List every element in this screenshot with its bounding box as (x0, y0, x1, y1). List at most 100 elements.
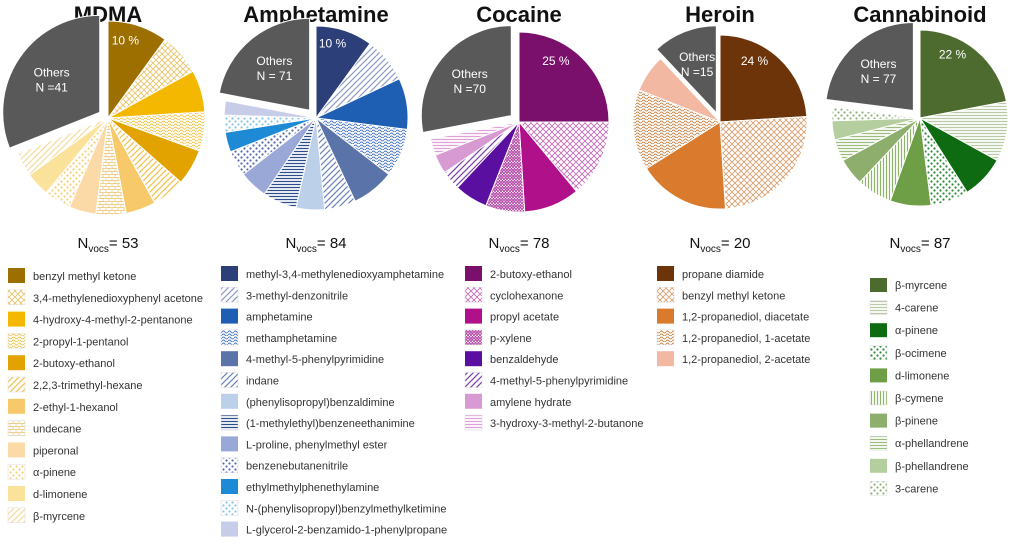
slice-percent-label: 24 % (741, 54, 769, 68)
legend-label: 3-hydroxy-3-methyl-2-butanone (490, 418, 643, 430)
legend-label: β-phellandrene (895, 461, 969, 473)
legend-swatch (8, 268, 25, 283)
legend-swatch (465, 308, 482, 324)
legend-swatch (7, 463, 26, 480)
legend-item: L-glycerol-2-benzamido-1-phenylpropane (221, 521, 447, 537)
legend-swatch (870, 458, 887, 473)
legend-label: α-pinene (895, 325, 938, 337)
legend-swatch (656, 287, 675, 303)
legend-swatch (464, 372, 483, 388)
legend-swatch (870, 413, 887, 428)
pie-slice-3-hydroxy-3-methyl-2-butanone (430, 121, 520, 156)
legend-swatch (7, 289, 26, 306)
n-vocs-label: Nvocs= 84 (285, 235, 346, 255)
pie-slice-others (2, 14, 101, 149)
others-label: Others (256, 54, 292, 68)
legend-swatch (221, 308, 238, 324)
legend-item: 2-butoxy-ethanol (465, 266, 572, 281)
legend-swatch (657, 266, 674, 281)
legend-item: cyclohexanone (464, 287, 563, 303)
legend-item: piperonal (8, 442, 78, 458)
pie-slice-2-butoxy-ethanol (518, 31, 610, 123)
legend-label: L-proline, phenylmethyl ester (246, 439, 388, 451)
legend-item: (phenylisopropyl)benzaldimine (221, 393, 395, 409)
n-vocs-label: Nvocs= 53 (77, 235, 138, 255)
legend-swatch (464, 287, 483, 303)
legend-swatch (869, 435, 888, 451)
legend-item: benzaldehyde (465, 351, 559, 367)
pie-slice-propane-diamide (719, 34, 808, 123)
legend-swatch (221, 521, 238, 537)
others-label: Others (452, 67, 488, 81)
legend-item: 3-hydroxy-3-methyl-2-butanone (464, 414, 643, 431)
legend-label: 2-propyl-1-pentanol (33, 336, 128, 348)
legend-item: methyl-3,4-methylenedioxyamphetamine (221, 266, 444, 281)
legend-swatch (869, 300, 888, 315)
legend-label: 4-carene (895, 303, 938, 315)
legend-label: 4-methyl-5-phenylpyrimidine (246, 354, 384, 366)
others-label: Others (860, 57, 896, 71)
chart-title: Cannabinoid (853, 2, 986, 27)
legend-item: methamphetamine (220, 329, 337, 346)
legend-item: α-pinene (870, 323, 938, 338)
chart-title: Heroin (685, 2, 755, 27)
legend-swatch (7, 420, 26, 436)
legend-item: 4-methyl-5-phenylpyrimidine (464, 372, 628, 388)
slice-percent-label: 10 % (319, 36, 347, 50)
chart-title: Amphetamine (243, 2, 388, 27)
legend-item: β-ocimene (869, 345, 947, 361)
pie-slice-myrcene (17, 117, 109, 176)
legend-item: benzyl methyl ketone (656, 287, 785, 303)
legend-item: amylene hydrate (465, 393, 571, 409)
legend-label: β-pinene (895, 416, 938, 428)
legend-label: propyl acetate (490, 312, 559, 324)
legend-swatch (8, 442, 25, 458)
legend-label: 1,2-propanediol, 2-acetate (682, 354, 810, 366)
legend-label: 2,2,3-trimethyl-hexane (33, 380, 142, 392)
others-label: Others (34, 66, 70, 80)
legend-label: 4-hydroxy-4-methyl-2-pentanone (33, 315, 193, 327)
legend-swatch (8, 355, 25, 371)
legend-item: β-myrcene (870, 278, 947, 292)
legend-label: β-cymene (895, 393, 944, 405)
n-vocs-label: Nvocs= 87 (889, 235, 950, 255)
legend-label: indane (246, 376, 279, 388)
legend-label: cyclohexanone (490, 290, 563, 302)
pie-slice-others (218, 17, 311, 111)
legend-label: β-ocimene (895, 348, 947, 360)
pie-slice-l-glycerol-2-benzamido-1-phenylpropane (223, 100, 317, 119)
legend-label: ethylmethylphenethylamine (246, 482, 379, 494)
legend-item: indane (220, 372, 279, 388)
legend-label: 3,4-methylenedioxyphenyl acetone (33, 293, 203, 305)
legend-swatch (464, 329, 483, 346)
legend-label: propane diamide (682, 269, 764, 281)
legend-item: benzenebutanenitrile (220, 457, 348, 473)
legend-swatch (221, 393, 238, 409)
legend: β-myrcene 4-carene α-pinene β-ocimene d-limo… (869, 278, 969, 496)
legend-item: 1,2-propanediol, 2-acetate (657, 351, 810, 367)
legend-swatch (869, 481, 888, 496)
legend-label: 2-butoxy-ethanol (490, 269, 572, 281)
others-count-label: N =41 (35, 81, 68, 95)
legend-label: α-phellandrene (895, 438, 969, 450)
legend-label: p-xylene (490, 333, 532, 345)
legend-label: 1,2-propanediol, 1-acetate (682, 333, 810, 345)
legend-label: piperonal (33, 445, 78, 457)
legend: 2-butoxy-ethanol cyclohexanone propyl acet… (464, 266, 643, 431)
legend-item: propane diamide (657, 266, 764, 281)
legend-item: amphetamine (221, 308, 313, 324)
others-label: Others (679, 50, 715, 64)
legend-label: amphetamine (246, 312, 313, 324)
legend-label: d-limonene (895, 370, 949, 382)
slice-percent-label: 10 % (112, 34, 140, 48)
legend-swatch (220, 457, 239, 473)
pie-slice-1-2-propanediol-2-acetate (638, 57, 721, 123)
legend-swatch (220, 329, 239, 346)
legend-label: amylene hydrate (490, 397, 571, 409)
